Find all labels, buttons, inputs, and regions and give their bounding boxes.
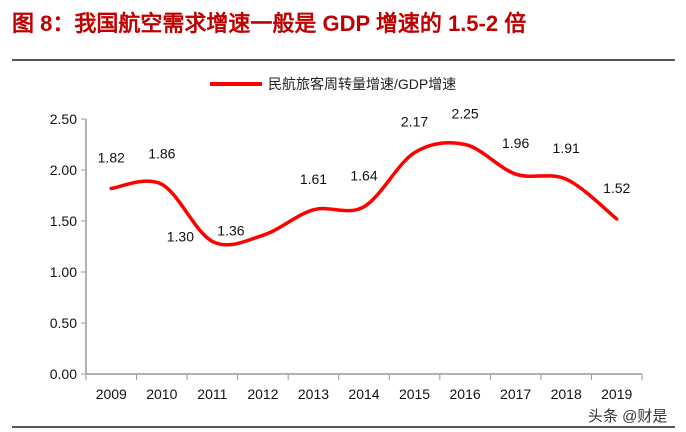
data-label: 1.36 <box>217 222 244 238</box>
x-tick-label: 2009 <box>96 386 127 402</box>
y-tick-label: 2.50 <box>50 111 77 127</box>
y-tick-label: 1.50 <box>50 213 77 229</box>
figure-title: 图 8：我国航空需求增速一般是 GDP 增速的 1.5-2 倍 <box>12 11 527 36</box>
legend-label: 民航旅客周转量增速/GDP增速 <box>268 76 456 92</box>
x-tick-label: 2018 <box>551 386 582 402</box>
x-tick-label: 2010 <box>146 386 177 402</box>
bottom-divider <box>12 426 675 428</box>
data-label: 1.61 <box>300 171 327 187</box>
x-tick-label: 2012 <box>247 386 278 402</box>
data-label: 1.91 <box>553 140 580 156</box>
top-divider <box>12 59 675 61</box>
x-tick-label: 2019 <box>601 386 632 402</box>
data-label: 1.86 <box>148 145 175 161</box>
y-tick-label: 0.50 <box>50 315 77 331</box>
watermark: 头条 @财是 <box>588 408 668 425</box>
y-tick-label: 2.00 <box>50 162 77 178</box>
data-label: 1.30 <box>167 228 194 244</box>
y-tick-label: 1.00 <box>50 264 77 280</box>
y-tick-label: 0.00 <box>50 366 77 382</box>
x-tick-label: 2015 <box>399 386 430 402</box>
x-tick-label: 2017 <box>500 386 531 402</box>
data-label: 1.64 <box>350 168 377 184</box>
data-label: 1.52 <box>603 180 630 196</box>
x-tick-label: 2013 <box>298 386 329 402</box>
x-tick-label: 2011 <box>197 386 227 402</box>
data-label: 2.17 <box>401 114 428 130</box>
data-label: 1.82 <box>98 149 125 165</box>
x-tick-label: 2014 <box>348 386 379 402</box>
data-label: 2.25 <box>451 106 478 122</box>
x-tick-label: 2016 <box>450 386 481 402</box>
data-label: 1.96 <box>502 135 529 151</box>
